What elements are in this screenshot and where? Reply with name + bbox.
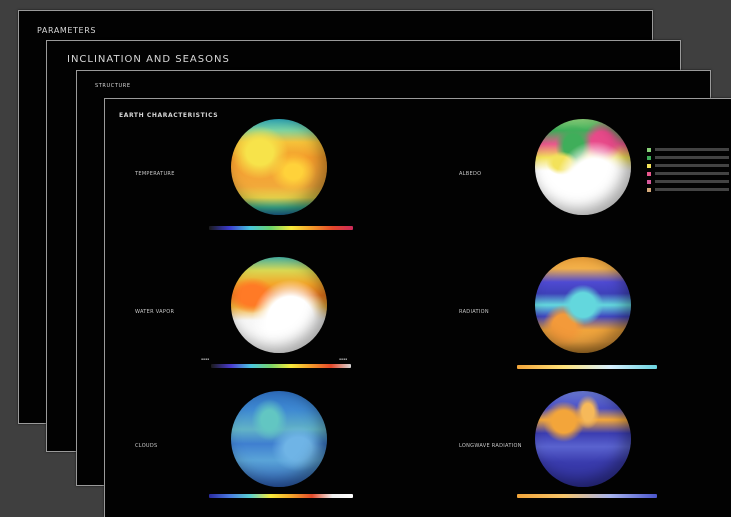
legend-item xyxy=(647,163,729,171)
earth-globe-icon xyxy=(535,257,631,353)
legend-swatch xyxy=(647,172,651,176)
legend-swatch xyxy=(647,156,651,160)
earth-globe-icon xyxy=(231,257,327,353)
legend-text xyxy=(655,164,729,167)
legend-swatch xyxy=(647,188,651,192)
legend-item xyxy=(647,179,729,187)
legend-item xyxy=(647,171,729,179)
legend-item xyxy=(647,147,729,155)
legend-text xyxy=(655,188,729,191)
albedo-legend xyxy=(647,147,729,195)
legend-text xyxy=(655,148,729,151)
earth-globe-icon xyxy=(535,391,631,487)
water-vapor-colorbar xyxy=(211,364,351,368)
legend-swatch xyxy=(647,164,651,168)
temperature-colorbar xyxy=(209,226,353,230)
panel-label-water-vapor: WATER VAPOR xyxy=(135,309,175,315)
slide-title: INCLINATION AND SEASONS xyxy=(67,54,230,65)
panel-label-temperature: TEMPERATURE xyxy=(135,171,175,177)
panel-label-clouds: CLOUDS xyxy=(135,443,158,449)
legend-item xyxy=(647,187,729,195)
panel-label-radiation: RADIATION xyxy=(459,309,489,315)
legend-item xyxy=(647,155,729,163)
longwave-colorbar xyxy=(517,494,657,498)
slide-earth-characteristics[interactable]: EARTH CHARACTERISTICS TEMPERATURE ALBEDO… xyxy=(104,98,731,517)
earth-globe-icon xyxy=(231,119,327,215)
legend-text xyxy=(655,172,729,175)
legend-swatch xyxy=(647,180,651,184)
earth-globe-icon xyxy=(231,391,327,487)
slide-title: EARTH CHARACTERISTICS xyxy=(119,112,219,119)
legend-text xyxy=(655,156,729,159)
slide-title: PARAMETERS xyxy=(37,26,97,35)
colorbar-max-label: ▪▪▪▪ xyxy=(339,357,348,361)
legend-swatch xyxy=(647,148,651,152)
radiation-colorbar xyxy=(517,365,657,369)
panel-label-longwave: LONGWAVE RADIATION xyxy=(459,443,522,449)
colorbar-min-label: ▪▪▪▪ xyxy=(201,357,210,361)
slide-title: STRUCTURE xyxy=(95,83,131,89)
panel-label-albedo: ALBEDO xyxy=(459,171,482,177)
earth-globe-icon xyxy=(535,119,631,215)
legend-text xyxy=(655,180,729,183)
clouds-colorbar xyxy=(209,494,353,498)
